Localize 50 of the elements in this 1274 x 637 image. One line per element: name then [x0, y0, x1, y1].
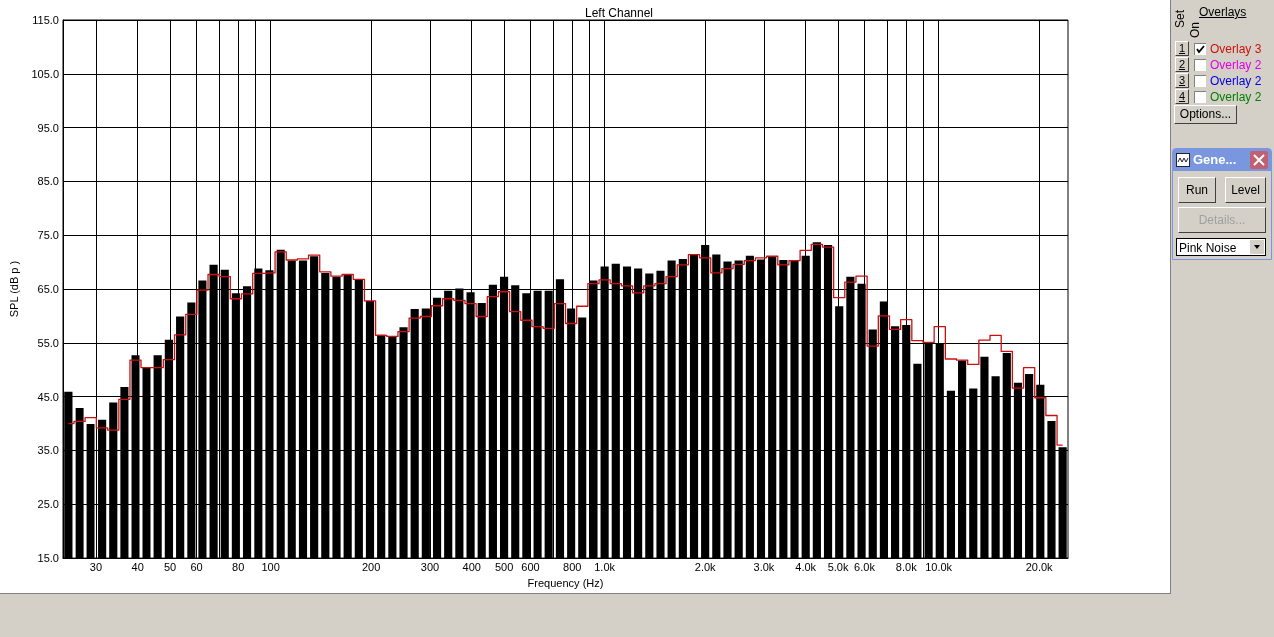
- chart-title: Left Channel: [584, 6, 654, 20]
- text: Set: [1173, 9, 1187, 28]
- text: On: [1188, 21, 1202, 38]
- text: Overlay 2: [1210, 74, 1262, 88]
- run-button: Run: [1178, 177, 1216, 203]
- y-axis-title: SPL (dB p ): [7, 260, 20, 318]
- x-tick-label: 8.0k: [895, 560, 918, 573]
- x-tick-label: 100: [261, 560, 280, 573]
- x-tick-label: 80: [232, 560, 245, 573]
- x-tick-label: 500: [494, 560, 514, 573]
- y-tick-label: 75.0: [37, 229, 59, 242]
- set-button: 3: [1175, 73, 1189, 88]
- y-tick-label: 65.0: [37, 283, 59, 296]
- y-tick-label: 25.0: [37, 498, 59, 511]
- y-tick-label: 35.0: [37, 444, 59, 457]
- options-button: Options...: [1174, 105, 1237, 124]
- y-tick-label: 45.0: [37, 390, 59, 403]
- y-tick-label: 95.0: [37, 121, 59, 134]
- x-tick-label: 800: [563, 560, 582, 573]
- set-button: 1: [1175, 41, 1189, 56]
- text: Overlay 2: [1210, 58, 1262, 72]
- text: Overlay 3: [1210, 42, 1262, 56]
- x-tick-label: 4.0k: [795, 560, 817, 573]
- level-button: Level: [1225, 177, 1266, 203]
- set-button: 2: [1175, 57, 1189, 72]
- x-tick-label: 30: [89, 560, 103, 573]
- x-tick-label: 2.0k: [694, 560, 717, 573]
- x-tick-label: 50: [163, 560, 177, 573]
- x-tick-label: 6.0k: [854, 560, 876, 573]
- text: Overlay 2: [1210, 90, 1262, 104]
- dropdown-field: Pink Noise: [1176, 238, 1266, 256]
- x-tick-label: 3.0k: [753, 560, 775, 573]
- y-tick-label: 115.0: [32, 14, 59, 26]
- text: Overlays: [1199, 5, 1247, 19]
- x-tick-label: 200: [361, 560, 381, 573]
- set-button: 4: [1175, 89, 1189, 104]
- x-tick-label: 400: [462, 560, 481, 573]
- x-tick-label: 60: [190, 560, 203, 573]
- y-tick-label: 15.0: [37, 552, 59, 565]
- x-tick-label: 10.0k: [925, 560, 953, 573]
- y-tick-label: 85.0: [37, 175, 59, 188]
- x-tick-label: 20.0k: [1025, 560, 1054, 573]
- y-tick-label: 55.0: [37, 336, 59, 349]
- x-axis-title: Frequency (Hz): [527, 576, 604, 589]
- x-tick-label: 300: [420, 560, 440, 573]
- x-tick-label: 40: [131, 560, 144, 573]
- x-tick-label: 600: [521, 560, 540, 573]
- x-tick-label: 1.0k: [594, 560, 616, 573]
- x-tick-label: 5.0k: [827, 560, 849, 573]
- y-tick-label: 105.0: [31, 67, 59, 80]
